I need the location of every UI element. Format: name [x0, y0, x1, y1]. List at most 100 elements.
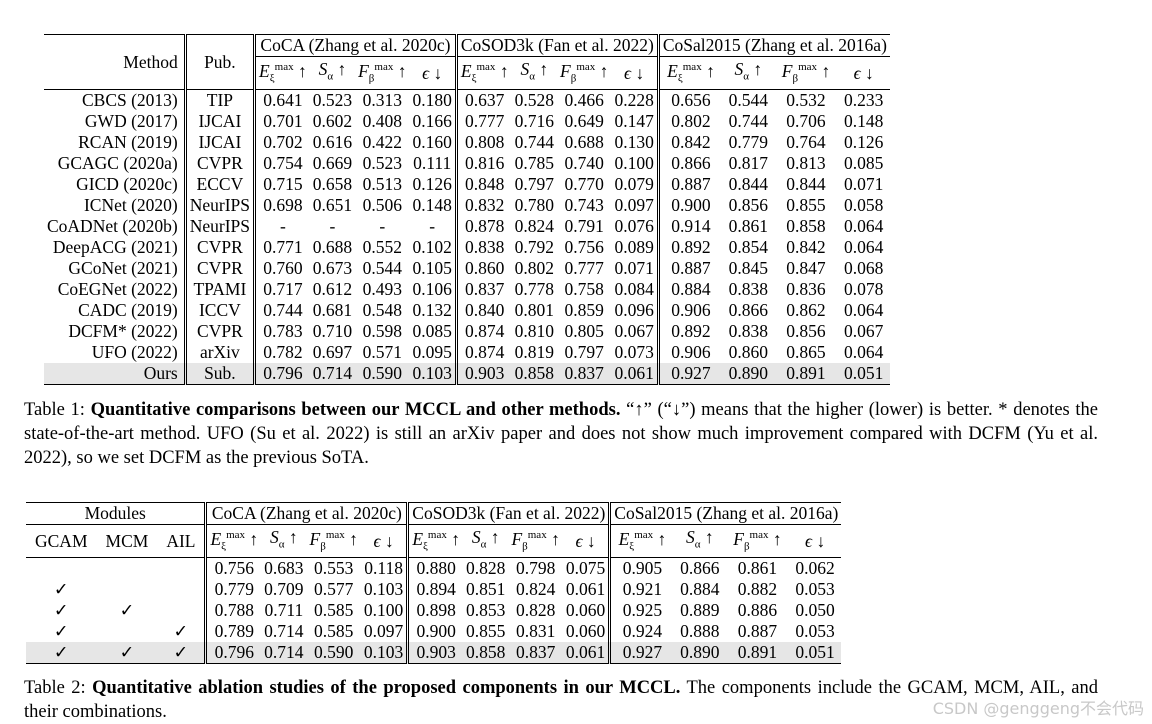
value-cell: 0.903: [407, 642, 464, 665]
pub-cell: NeurIPS: [185, 216, 257, 238]
s-alpha-header: Sα ↑: [309, 56, 356, 91]
value-cell: 0.859: [564, 300, 604, 321]
value-cell: 0.796: [205, 642, 262, 665]
value-cell: 0.422: [362, 132, 402, 153]
value-cell: 0.051: [837, 363, 890, 386]
value-cell: 0.861: [728, 216, 769, 237]
method-cell: Ours: [44, 363, 187, 386]
table-row: CoADNet (2020b) NeurIPS - - - -0.878 0.824 0.79…: [44, 216, 890, 238]
f-max-header: Fβmax ↑: [306, 524, 361, 559]
table2-caption: Table 2: Quantitative ablation studies o…: [24, 676, 1098, 724]
value-cell: 0.466: [556, 89, 612, 112]
value-cell: 0.853: [466, 600, 506, 621]
module-check-cell: [26, 558, 97, 580]
value-cell: 0.688: [312, 237, 353, 258]
value-cell: 0.890: [722, 363, 775, 386]
value-cell: 0.061: [562, 579, 612, 601]
value-cell: 0.681: [312, 300, 353, 321]
value-cell: 0.598: [362, 321, 402, 342]
value-cell: 0.884: [680, 579, 720, 600]
value-cell: 0.084: [611, 279, 660, 301]
value-cell: 0.717: [263, 279, 303, 300]
value-cell: 0.060: [562, 621, 612, 643]
value-cell: 0.802: [514, 258, 554, 279]
value-cell: 0.925: [622, 600, 663, 621]
value-cell: 0.837: [465, 279, 505, 300]
s-alpha-header: Sα ↑: [511, 56, 557, 91]
value-cell: 0.061: [562, 642, 612, 665]
f-max-header: Fβmax ↑: [508, 524, 563, 559]
module-check-cell: [97, 558, 158, 580]
mae-header: ϵ ↓: [409, 56, 458, 91]
value-cell: 0.770: [564, 174, 604, 195]
module-check-cell: ✓: [53, 600, 69, 621]
value-cell: 0.103: [409, 363, 458, 386]
value-cell: 0.789: [214, 621, 254, 642]
pub-cell: CVPR: [185, 237, 257, 259]
value-cell: 0.408: [362, 111, 402, 132]
mae-header: ϵ ↓: [360, 524, 410, 559]
value-cell: 0.641: [254, 89, 310, 112]
value-cell: 0.924: [622, 621, 663, 642]
value-cell: 0.585: [314, 600, 354, 621]
value-cell: 0.111: [409, 153, 458, 175]
value-cell: 0.894: [416, 579, 456, 600]
value-cell: 0.513: [362, 174, 402, 195]
dataset-header-coca: CoCA (Zhang et al. 2020c): [205, 502, 410, 525]
value-cell: 0.927: [609, 642, 674, 665]
table-row: ✓ ✓ 0.788 0.711 0.585 0.100 0.898 0.853 0.828 0.0…: [26, 600, 841, 622]
value-cell: 0.860: [728, 342, 769, 363]
value-cell: 0.771: [263, 237, 303, 258]
value-cell: 0.778: [514, 279, 554, 300]
table-row: CADC (2019) ICCV 0.744 0.681 0.548 0.132 0.840…: [44, 300, 890, 322]
mae-header: ϵ ↓: [837, 56, 890, 91]
value-cell: 0.851: [466, 579, 506, 600]
caption-title: Quantitative comparisons between our MCC…: [90, 400, 621, 420]
value-cell: 0.866: [680, 558, 720, 579]
value-cell: 0.103: [360, 642, 410, 665]
method-cell: CADC (2019): [44, 300, 187, 322]
value-cell: 0.842: [786, 237, 826, 258]
value-cell: 0.132: [409, 300, 458, 322]
pub-cell: ICCV: [185, 300, 257, 322]
module-check-cell: ✓: [119, 600, 135, 621]
value-cell: 0.709: [264, 579, 304, 600]
value-cell: 0.756: [564, 237, 604, 258]
value-cell: 0.076: [611, 216, 660, 238]
table-row: 0.756 0.683 0.553 0.118 0.880 0.828 0.798 0.075…: [26, 557, 841, 580]
value-cell: 0.166: [409, 111, 458, 133]
table-row: ✓ ✓ 0.789 0.714 0.585 0.097 0.900 0.855 0.831 0.0…: [26, 621, 841, 643]
value-cell: 0.577: [314, 579, 354, 600]
value-cell: 0.060: [562, 600, 612, 622]
method-header: Method: [44, 33, 187, 90]
value-cell: 0.816: [465, 153, 505, 174]
value-cell: 0.097: [360, 621, 410, 643]
method-cell: GICD (2020c): [44, 174, 187, 196]
value-cell: 0.792: [514, 237, 554, 258]
value-cell: 0.756: [214, 558, 254, 579]
value-cell: 0.085: [409, 321, 458, 343]
value-cell: 0.836: [786, 279, 826, 300]
value-cell: 0.683: [264, 558, 304, 579]
value-cell: 0.053: [795, 621, 835, 642]
value-cell: 0.903: [456, 363, 512, 386]
value-cell: 0.548: [362, 300, 402, 321]
value-cell: 0.764: [786, 132, 826, 153]
value-cell: 0.714: [264, 621, 304, 642]
value-cell: 0.106: [409, 279, 458, 301]
value-cell: 0.147: [611, 111, 660, 133]
method-cell: DCFM* (2022): [44, 321, 187, 343]
table-row: Ours Sub. 0.796 0.714 0.590 0.103 0.903 0.858 0.…: [44, 363, 890, 386]
value-cell: 0.887: [671, 174, 711, 195]
value-cell: 0.071: [843, 174, 884, 195]
value-cell: 0.053: [795, 579, 835, 600]
value-cell: 0.616: [312, 132, 353, 153]
e-max-header: Eξmax ↑: [407, 524, 464, 559]
value-cell: 0.854: [728, 237, 769, 258]
value-cell: 0.892: [671, 237, 711, 258]
value-cell: 0.858: [463, 642, 509, 665]
value-cell: 0.856: [786, 321, 826, 342]
value-cell: 0.856: [728, 195, 769, 216]
value-cell: 0.886: [737, 600, 778, 621]
mae-header: ϵ ↓: [611, 56, 660, 91]
